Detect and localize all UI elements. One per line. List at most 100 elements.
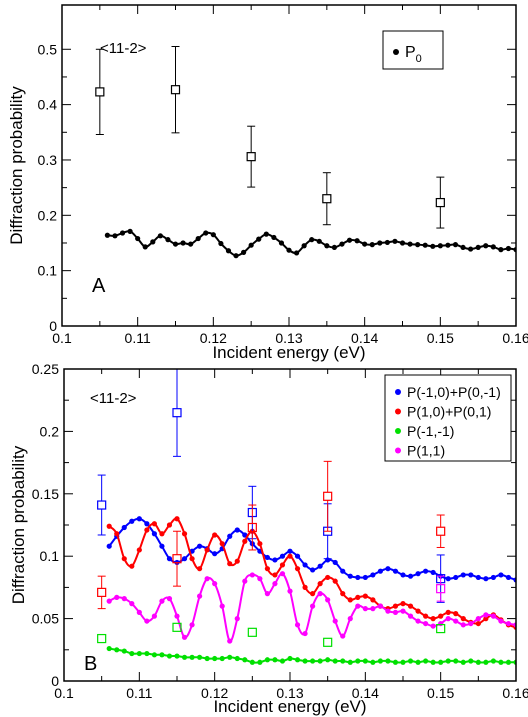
data-point [287, 655, 293, 662]
data-point [287, 548, 293, 554]
experimental-point [435, 197, 445, 208]
data-point [301, 243, 307, 249]
legend-marker [395, 389, 401, 395]
data-point [438, 613, 444, 619]
data-point [106, 543, 112, 549]
legend-label: P(-1,0)+P(0,-1) [407, 384, 501, 400]
data-point [181, 556, 188, 562]
x-tick-label: 0.1 [52, 330, 72, 346]
legend-label-text: P(-1,-1) [407, 423, 454, 439]
data-point [355, 603, 361, 609]
data-point [294, 622, 301, 628]
data-point [347, 616, 353, 622]
data-point [166, 522, 173, 528]
data-point [505, 659, 512, 665]
data-point [106, 523, 112, 529]
data-point [197, 654, 203, 660]
data-point [445, 658, 451, 664]
legend-marker [395, 447, 401, 454]
x-tick-label: 0.11 [126, 685, 152, 701]
data-point [475, 620, 481, 627]
panel-label: B [84, 653, 97, 675]
x-tick-label: 0.12 [201, 685, 228, 701]
data-point [400, 601, 406, 607]
data-point [325, 574, 331, 581]
data-point [227, 533, 233, 539]
data-point [257, 541, 263, 547]
data-point [249, 572, 255, 578]
data-point [316, 238, 322, 244]
data-point [392, 659, 399, 665]
data-point [150, 239, 156, 245]
data-point [498, 659, 504, 665]
data-point [272, 557, 278, 563]
data-point [204, 576, 210, 582]
data-point [415, 242, 421, 248]
data-point [354, 238, 360, 244]
x-tick-label: 0.15 [427, 330, 454, 346]
data-point [106, 645, 112, 652]
experimental-point [323, 491, 333, 501]
data-point [347, 597, 353, 603]
data-point [272, 581, 278, 587]
data-point [370, 659, 376, 665]
plot-area [95, 46, 516, 259]
data-point [430, 616, 436, 622]
data-point [272, 657, 278, 663]
x-tick-label: 0.11 [125, 330, 151, 346]
experimental-point [436, 526, 446, 536]
data-point [475, 574, 481, 581]
legend-label-text: P(-1,0)+P(0,-1) [407, 384, 501, 400]
data-point [483, 576, 489, 582]
x-tick-label: 0.13 [276, 685, 303, 701]
data-point [430, 659, 436, 665]
data-point [310, 567, 316, 573]
data-point [136, 650, 142, 657]
data-point [212, 655, 218, 662]
data-point [249, 659, 255, 665]
data-point [460, 616, 466, 622]
plot-area [97, 369, 516, 665]
data-point [256, 236, 262, 242]
data-point [234, 558, 240, 564]
data-point [400, 572, 406, 578]
data-point [197, 543, 203, 549]
data-point [104, 232, 110, 238]
data-point [180, 240, 186, 246]
y-tick-label: 0.05 [32, 611, 59, 627]
data-point [340, 658, 346, 664]
data-point [189, 622, 195, 628]
data-point [271, 234, 277, 241]
data-point [264, 657, 270, 663]
data-point [385, 658, 391, 664]
data-point [468, 658, 474, 664]
x-axis-label: Incident energy (eV) [212, 343, 365, 362]
direction-annotation: <11-2> [100, 40, 147, 57]
data-point [423, 620, 429, 627]
data-point [422, 242, 428, 248]
experimental-point [97, 633, 107, 644]
data-point [407, 241, 413, 247]
data-point [332, 578, 338, 584]
data-point [505, 245, 512, 252]
data-point [227, 638, 233, 644]
data-point [370, 597, 376, 603]
data-point [384, 239, 390, 246]
data-point [279, 571, 286, 577]
data-point [119, 230, 126, 236]
data-point [498, 247, 504, 253]
data-point [181, 531, 188, 537]
data-point [438, 620, 444, 627]
experimental-point [172, 554, 182, 564]
data-point [370, 606, 376, 612]
data-point [219, 603, 225, 609]
data-point [174, 613, 180, 619]
data-point [399, 240, 406, 246]
data-point [197, 593, 203, 599]
data-point [317, 581, 323, 587]
data-point [218, 240, 224, 247]
data-point [370, 572, 376, 578]
x-tick-label: 0.1 [54, 685, 74, 701]
data-point [415, 618, 421, 624]
data-point [129, 601, 135, 607]
